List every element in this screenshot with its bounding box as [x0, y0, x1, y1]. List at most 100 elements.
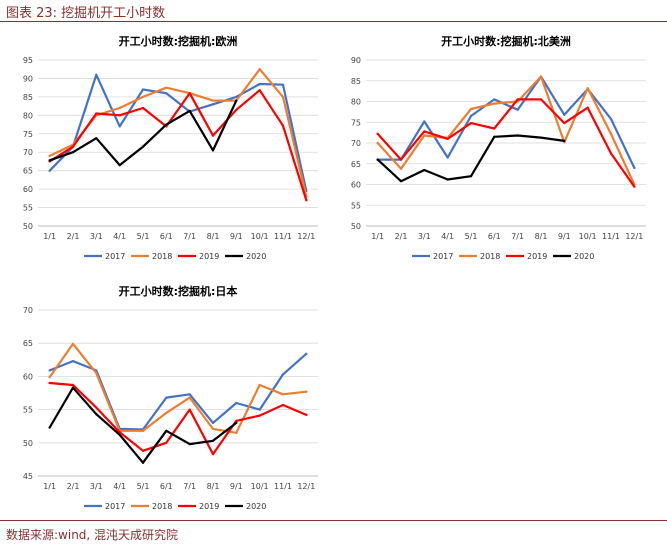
data-point-2017 — [118, 125, 121, 128]
data-point-2017 — [165, 396, 168, 399]
data-point-2019 — [469, 121, 473, 125]
data-point-2018 — [188, 396, 191, 399]
data-point-2018 — [586, 87, 589, 90]
x-tick-label: 5/1 — [137, 482, 150, 491]
data-point-2020 — [539, 136, 543, 139]
data-point-2019 — [423, 130, 426, 133]
data-point-2020 — [493, 135, 496, 138]
x-tick-label: 9/1 — [230, 232, 243, 241]
data-point-2019 — [118, 114, 121, 117]
data-point-2019 — [188, 92, 191, 95]
legend-label: 2020 — [574, 252, 594, 261]
x-tick-label: 12/1 — [297, 232, 315, 241]
y-tick-label: 80 — [351, 98, 361, 107]
data-point-2019 — [305, 199, 308, 202]
data-point-2020 — [165, 429, 168, 432]
legend-label: 2017 — [433, 252, 453, 261]
data-point-2020 — [563, 139, 566, 143]
y-tick-label: 60 — [23, 372, 33, 381]
data-point-2020 — [141, 461, 145, 464]
chart-north-america: 开工小时数:挖掘机:北美洲 50 55 60 65 70 75 80 85 90 1/1 2/1 3/1… — [351, 34, 646, 261]
y-tick-label: 55 — [351, 201, 361, 210]
y-tick-label: 65 — [23, 167, 33, 176]
data-point-2018 — [165, 411, 168, 415]
x-tick-label: 4/1 — [113, 482, 126, 491]
data-point-2018 — [281, 95, 285, 98]
series-line-2020 — [376, 134, 566, 183]
x-tick-label: 6/1 — [160, 482, 173, 491]
data-point-2019 — [95, 406, 98, 409]
data-point-2018 — [258, 68, 261, 71]
y-tick-label: 70 — [23, 306, 33, 315]
data-point-2019 — [165, 441, 168, 444]
x-tick-label: 1/1 — [43, 232, 56, 241]
data-point-2019 — [235, 419, 238, 422]
data-point-2018 — [48, 375, 51, 379]
x-tick-label: 11/1 — [274, 232, 292, 241]
legend-label: 2017 — [105, 502, 125, 511]
data-point-2020 — [188, 109, 191, 113]
data-point-2020 — [376, 158, 379, 161]
data-point-2017 — [305, 352, 308, 355]
figure-title: 图表 23: 挖掘机开工小时数 — [6, 6, 166, 21]
x-tick-label: 2/1 — [67, 482, 80, 491]
data-point-2020 — [118, 433, 121, 436]
data-point-2017 — [71, 360, 75, 363]
data-point-2017 — [141, 88, 145, 91]
x-tick-label: 6/1 — [488, 232, 501, 241]
y-tick-label: 90 — [23, 74, 33, 83]
data-point-2020 — [211, 439, 215, 442]
data-point-2017 — [235, 401, 238, 405]
series-line-2018 — [48, 68, 308, 198]
data-point-2018 — [539, 75, 543, 78]
data-point-2018 — [258, 383, 261, 387]
chart-title: 开工小时数:挖掘机:欧洲 — [119, 34, 238, 48]
data-point-2019 — [376, 132, 379, 135]
data-point-2020 — [235, 421, 238, 424]
data-point-2017 — [281, 83, 285, 86]
x-tick-label: 10/1 — [251, 482, 269, 491]
x-tick-label: 8/1 — [535, 232, 548, 241]
data-point-2019 — [446, 137, 449, 140]
data-point-2017 — [48, 369, 51, 372]
data-point-2020 — [165, 123, 168, 126]
x-tick-label: 4/1 — [441, 232, 454, 241]
legend-label: 2019 — [527, 252, 547, 261]
data-point-2017 — [48, 169, 51, 172]
data-point-2017 — [446, 156, 449, 159]
data-point-2017 — [281, 373, 285, 376]
data-point-2020 — [118, 164, 121, 167]
data-point-2019 — [586, 106, 589, 109]
data-point-2019 — [281, 403, 285, 407]
x-tick-label: 10/1 — [579, 232, 597, 241]
data-point-2017 — [211, 421, 215, 424]
x-tick-label: 8/1 — [207, 232, 220, 241]
chart-title: 开工小时数:挖掘机:日本 — [119, 284, 238, 298]
legend-label: 2020 — [246, 252, 266, 261]
y-tick-label: 50 — [23, 439, 33, 448]
y-tick-label: 50 — [23, 222, 33, 231]
data-point-2018 — [305, 390, 308, 393]
data-point-2018 — [71, 342, 75, 345]
x-tick-label: 3/1 — [418, 232, 431, 241]
data-point-2018 — [211, 99, 215, 102]
data-point-2019 — [188, 408, 191, 411]
y-tick-label: 65 — [23, 339, 33, 348]
data-point-2019 — [563, 121, 566, 125]
series-line-2019 — [376, 98, 636, 188]
y-tick-label: 45 — [23, 472, 33, 481]
data-point-2017 — [235, 95, 238, 98]
x-tick-label: 11/1 — [602, 232, 620, 241]
x-tick-label: 7/1 — [183, 482, 196, 491]
data-point-2018 — [141, 429, 145, 432]
data-point-2020 — [399, 180, 403, 183]
x-tick-label: 10/1 — [251, 232, 269, 241]
y-tick-label: 95 — [23, 56, 33, 65]
data-point-2018 — [399, 167, 403, 170]
data-point-2017 — [188, 393, 191, 396]
data-point-2019 — [258, 89, 261, 92]
data-point-2020 — [423, 168, 426, 172]
data-point-2020 — [188, 443, 191, 446]
x-tick-label: 2/1 — [395, 232, 408, 241]
data-point-2020 — [516, 134, 519, 137]
